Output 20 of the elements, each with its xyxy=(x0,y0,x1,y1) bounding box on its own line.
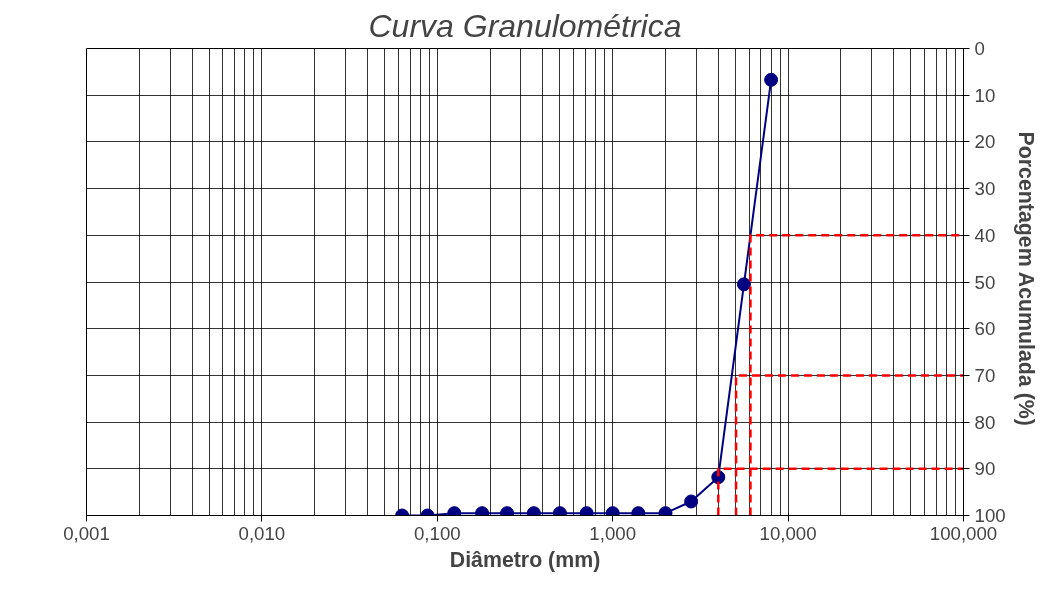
x-tick-label: 0,100 xyxy=(413,522,461,544)
x-tick-label: 0,010 xyxy=(238,522,286,544)
y2-tick-label: 20 xyxy=(974,131,996,153)
x-tick-label: 10,000 xyxy=(759,522,817,544)
point xyxy=(736,277,751,292)
y2-tick-label: 90 xyxy=(974,458,996,480)
y2-tick-label: 10 xyxy=(974,84,996,106)
x-tick-label: 1,000 xyxy=(589,522,637,544)
y2-tick-label: 0 xyxy=(974,38,985,59)
y2-tick-label: 80 xyxy=(974,411,996,433)
chart-title: Curva Granulométrica xyxy=(368,7,682,44)
y2-tick-label: 40 xyxy=(974,224,996,246)
x-axis-title: Diâmetro (mm) xyxy=(449,547,601,572)
y2-tick-label: 50 xyxy=(974,271,996,293)
point xyxy=(764,72,779,87)
y2-axis-title: Porcentagem Acumulada (%) xyxy=(1013,131,1038,426)
x-tick-label: 0,001 xyxy=(63,522,110,544)
y2-tick-label: 30 xyxy=(974,178,996,200)
y2-tick-label: 60 xyxy=(974,318,996,340)
y2-tick-label: 70 xyxy=(974,364,996,386)
